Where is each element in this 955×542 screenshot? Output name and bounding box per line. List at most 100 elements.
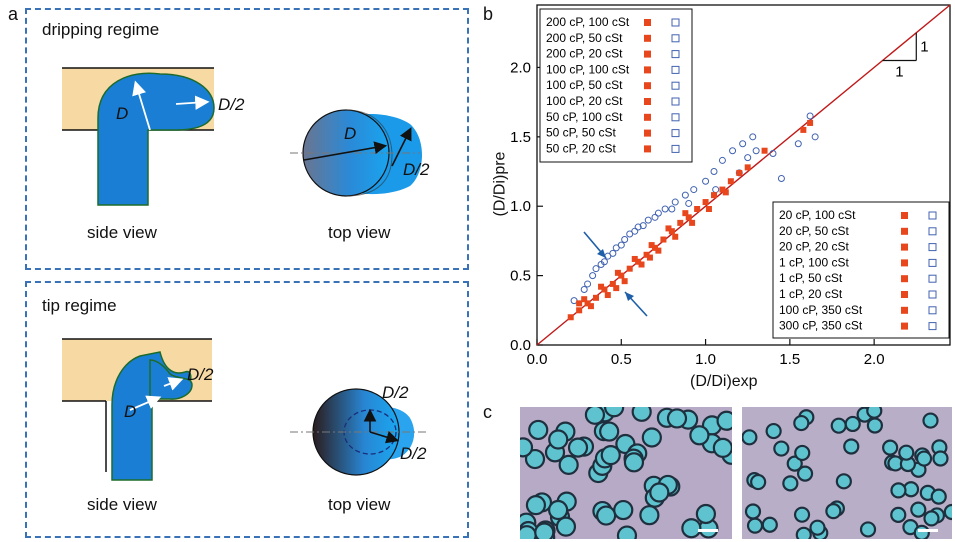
droplet <box>555 516 577 537</box>
droplet <box>600 445 621 466</box>
droplet <box>922 412 939 429</box>
legend-bottom-entry: 1 cP, 50 cSt <box>779 271 843 285</box>
data-point-tip <box>722 189 729 196</box>
data-point-dripping <box>702 177 710 185</box>
droplet <box>649 482 670 503</box>
data-point-tip <box>638 261 645 268</box>
y-tick-label: 2.0 <box>510 59 531 76</box>
data-point-tip <box>587 303 594 310</box>
droplet <box>744 503 762 520</box>
data-point-tip <box>660 236 667 243</box>
legend-bottom-filled-marker <box>901 306 908 314</box>
dripping-half-d-label: D/2 <box>218 95 245 114</box>
data-point-tip <box>576 300 583 307</box>
x-axis-label: (D/Di)exp <box>690 373 758 390</box>
droplet <box>793 506 811 523</box>
droplet <box>631 407 652 422</box>
data-point-tip <box>652 244 658 251</box>
data-point-tip <box>567 314 574 321</box>
dripping-regime-box <box>25 8 469 270</box>
droplet <box>520 437 534 458</box>
data-point-tip <box>626 265 633 272</box>
legend-bottom-filled-marker <box>901 243 908 251</box>
droplet <box>796 465 814 482</box>
legend-top-open-marker <box>671 50 680 59</box>
data-point-tip <box>727 178 734 185</box>
droplet <box>567 437 589 458</box>
data-point-tip <box>761 147 768 154</box>
droplet <box>930 488 947 505</box>
legend-bottom <box>772 201 950 339</box>
data-point-tip <box>672 233 679 240</box>
droplet <box>520 525 537 539</box>
legend-top-open-marker <box>671 144 680 153</box>
droplet <box>584 407 606 425</box>
legend-bottom-filled-marker <box>901 291 908 298</box>
legend-top-filled-marker <box>644 145 651 153</box>
droplet <box>866 407 883 419</box>
legend-top-open-marker <box>671 65 680 74</box>
tip-side-view-diagram <box>62 338 212 481</box>
legend-top-entry: 200 cP, 50 cSt <box>546 31 623 45</box>
droplet <box>528 419 549 441</box>
data-point-dripping <box>752 147 760 155</box>
x-tick-label: 0.5 <box>611 351 632 368</box>
droplet <box>742 429 758 446</box>
droplet <box>596 505 617 526</box>
droplet <box>639 505 660 526</box>
droplet <box>866 417 883 434</box>
legend-bottom-entry: 300 cP, 350 cSt <box>779 319 863 333</box>
data-point-dripping <box>718 156 726 164</box>
data-point-tip <box>719 186 726 193</box>
droplet <box>548 429 569 450</box>
y-axis-label: (D/Di)pre <box>491 151 509 217</box>
legend-bottom-open-marker <box>928 258 937 267</box>
legend-top-entry: 100 cP, 20 cSt <box>546 94 623 108</box>
legend-bottom-filled-marker <box>901 275 908 283</box>
droplet <box>809 519 826 536</box>
legend-bottom-open-marker <box>928 211 937 220</box>
legend-top-entry: 50 cP, 20 cSt <box>546 141 616 155</box>
legend-top-entry: 200 cP, 20 cSt <box>546 47 623 61</box>
data-point-tip <box>631 255 638 262</box>
scale-bar <box>918 529 938 532</box>
data-point-tip <box>689 219 696 226</box>
droplet <box>890 482 907 499</box>
droplet <box>712 437 732 458</box>
droplet <box>534 522 555 539</box>
data-point-tip <box>807 119 814 126</box>
legend-bottom-open-marker <box>928 274 937 283</box>
data-point-dripping <box>712 186 720 194</box>
data-point-dripping <box>671 198 679 206</box>
dripping-top-half-d-label: D/2 <box>403 160 430 179</box>
droplet <box>525 495 547 516</box>
legend-top-filled-marker <box>644 98 651 105</box>
tip-regime-title: tip regime <box>42 296 117 315</box>
data-point-tip <box>598 283 605 290</box>
data-point-tip <box>682 210 689 217</box>
droplet <box>604 407 625 418</box>
droplet <box>910 501 927 518</box>
legend-bottom-entry: 20 cP, 20 cSt <box>779 240 849 254</box>
legend-top-entry: 200 cP, 100 cSt <box>546 15 630 29</box>
tip-half-d-label: D/2 <box>187 365 214 384</box>
droplet <box>623 452 645 473</box>
droplet <box>890 506 907 523</box>
tip-top-view-diagram <box>290 388 428 476</box>
legend-bottom-open-marker <box>928 322 937 331</box>
data-point-tip <box>643 251 650 258</box>
data-point-tip <box>635 258 642 265</box>
panel-c-letter: c <box>483 402 492 422</box>
data-point-tip <box>593 294 599 301</box>
data-point-tip <box>685 214 692 221</box>
data-point-tip <box>648 242 655 249</box>
data-point-dripping <box>685 199 693 207</box>
droplet <box>843 438 860 455</box>
droplet <box>786 455 803 472</box>
legend-top-entry: 100 cP, 50 cSt <box>546 78 623 92</box>
annotation-arrow-upper-head <box>597 249 606 258</box>
data-point-tip <box>584 300 591 307</box>
legend-top-open-marker <box>671 18 680 27</box>
droplet <box>773 440 790 457</box>
droplet <box>641 427 662 448</box>
